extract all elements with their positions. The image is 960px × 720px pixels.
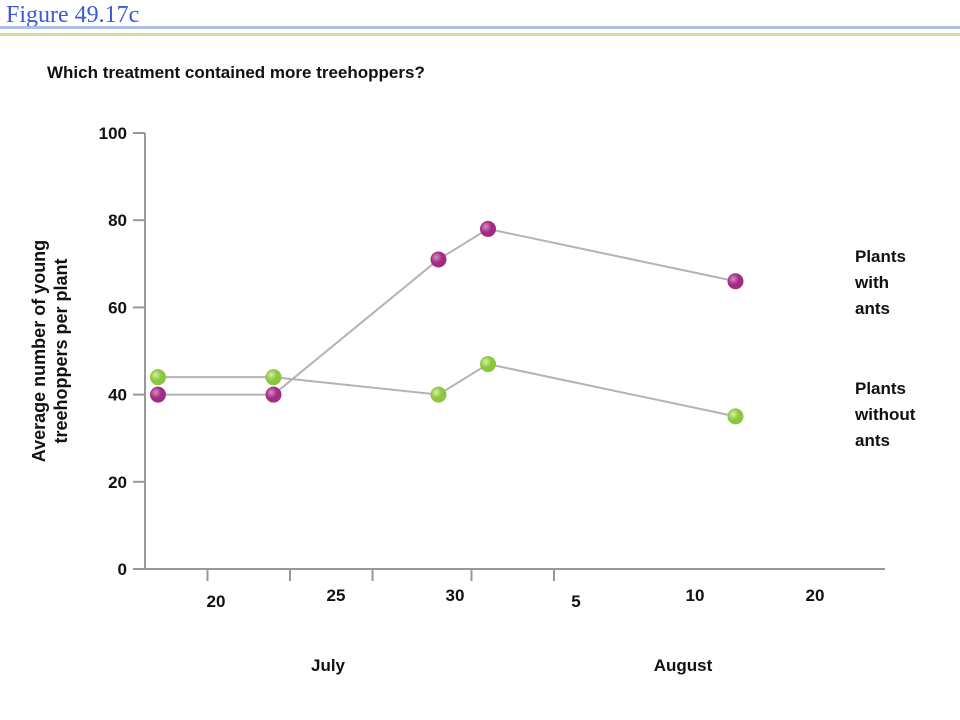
legend-line: with	[854, 273, 889, 292]
y-axis-title-line: treehoppers per plant	[51, 258, 71, 443]
with-ants-point	[430, 251, 447, 268]
legend-line: ants	[855, 431, 890, 450]
figure-label: Figure 49.17c	[6, 2, 140, 28]
with-ants-point	[480, 220, 496, 237]
x-tick-label: 10	[686, 586, 705, 605]
y-tick-label: 40	[108, 386, 127, 405]
legend-line: Plants	[855, 379, 906, 398]
legend-without-ants: Plants without ants	[854, 379, 916, 450]
x-tick-label: 20	[207, 592, 226, 611]
chart-labels: Plants with ants Plants without ants	[854, 247, 916, 450]
legend-line: without	[854, 405, 916, 424]
y-tick-label: 0	[118, 560, 127, 579]
without-ants-point	[430, 386, 447, 403]
series-lines	[158, 227, 736, 418]
series-points	[150, 220, 744, 425]
with-ants-point	[727, 273, 744, 290]
without-ants-point	[150, 369, 166, 386]
legend-with-ants: Plants with ants	[854, 247, 906, 318]
x-tick-label: 20	[806, 586, 825, 605]
question-text: Which treatment contained more treehoppe…	[47, 63, 425, 82]
x-tick-label: 5	[571, 592, 580, 611]
y-tick-label: 80	[108, 211, 127, 230]
x-tick-label: 25	[327, 586, 346, 605]
with-ants-line	[158, 227, 736, 396]
y-tick-label: 100	[99, 124, 127, 143]
y-axis-title: Average number of young treehoppers per p…	[29, 240, 71, 462]
header-rule-blue	[0, 26, 960, 29]
y-tick-label: 20	[108, 473, 127, 492]
month-label: July	[311, 656, 346, 675]
without-ants-point	[265, 369, 282, 386]
chart-axes: 0 20 40 60 80 100 20 25 30 5 10 20 July August Average…	[29, 124, 885, 675]
legend-line: Plants	[855, 247, 906, 266]
x-tick-label: 30	[446, 586, 465, 605]
without-ants-point	[727, 408, 744, 425]
without-ants-point	[480, 356, 496, 373]
month-label: August	[654, 656, 713, 675]
y-axis-title-line: Average number of young	[29, 240, 49, 462]
without-ants-line	[158, 363, 736, 418]
with-ants-point	[150, 386, 166, 403]
legend-line: ants	[855, 299, 890, 318]
header-rule-olive	[0, 33, 960, 36]
y-tick-label: 60	[108, 298, 127, 317]
with-ants-point	[265, 386, 282, 403]
